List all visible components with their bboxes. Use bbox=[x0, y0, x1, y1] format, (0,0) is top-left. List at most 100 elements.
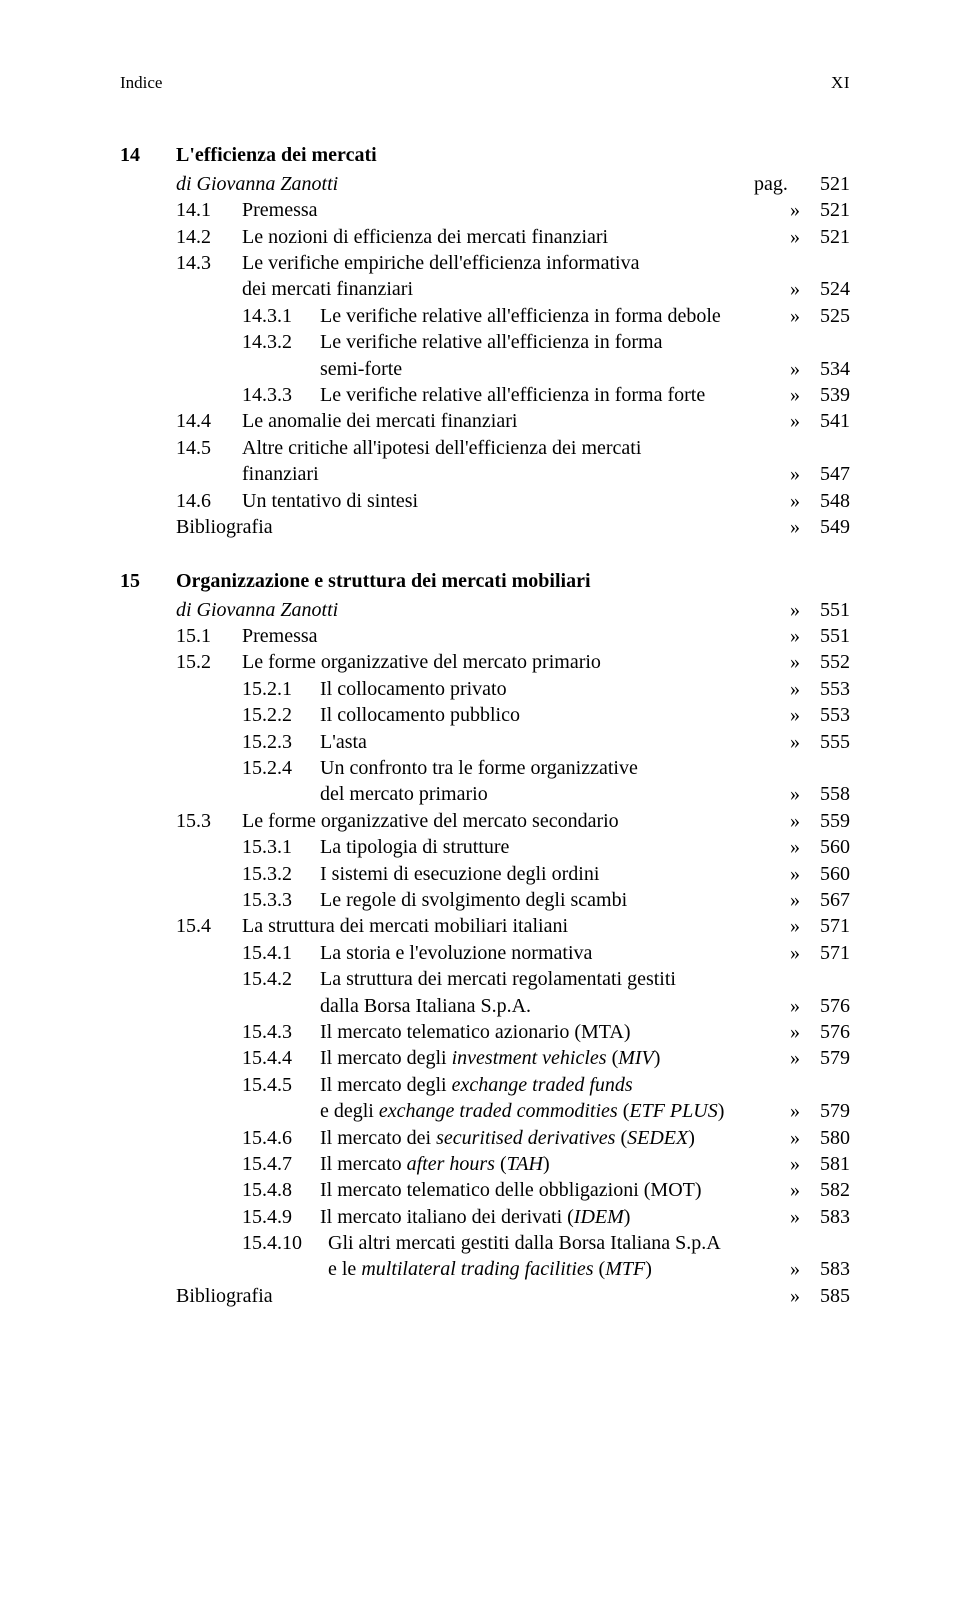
section-number: 14.3 bbox=[176, 250, 242, 276]
subsection-number: 15.2.3 bbox=[242, 729, 320, 755]
page-number: 547 bbox=[800, 461, 850, 487]
chapter-author: di Giovanna Zanotti bbox=[176, 597, 790, 623]
page-number: 558 bbox=[800, 781, 850, 807]
page-mark: » bbox=[778, 514, 800, 540]
text-span: ) bbox=[718, 1100, 725, 1122]
page-number: 579 bbox=[800, 1098, 850, 1124]
pag-label: pag. bbox=[754, 171, 800, 197]
toc-row-cont: semi-forte » 534 bbox=[120, 356, 850, 382]
page-mark: » bbox=[778, 649, 800, 675]
subsection-text: Il mercato telematico azionario (MTA) bbox=[320, 1019, 778, 1045]
page-mark: » bbox=[778, 303, 800, 329]
page-mark: » bbox=[778, 224, 800, 250]
toc-row-cont: dei mercati finanziari » 524 bbox=[120, 276, 850, 302]
page: Indice XI 14 L'efficienza dei mercati di… bbox=[0, 0, 960, 1417]
page-number: 553 bbox=[800, 676, 850, 702]
page-mark: » bbox=[778, 1019, 800, 1045]
page-mark: » bbox=[778, 488, 800, 514]
page-number: 576 bbox=[800, 993, 850, 1019]
text-span: ( bbox=[618, 1100, 630, 1122]
text-span: Il mercato dei bbox=[320, 1127, 436, 1149]
subsection-text: Il mercato after hours (TAH) bbox=[320, 1151, 778, 1177]
page-number: 571 bbox=[800, 913, 850, 939]
section-text: Le forme organizzative del mercato prima… bbox=[242, 649, 778, 675]
text-span: ) bbox=[654, 1047, 661, 1069]
toc-row: 15.2.2 Il collocamento pubblico » 553 bbox=[120, 702, 850, 728]
section-text: dei mercati finanziari bbox=[242, 276, 778, 302]
toc-row: 15.4.5 Il mercato degli exchange traded … bbox=[120, 1072, 850, 1098]
section-number: 15.4 bbox=[176, 913, 242, 939]
toc-row: 15.4.8 Il mercato telematico delle obbli… bbox=[120, 1177, 850, 1203]
subsection-text: semi-forte bbox=[320, 356, 778, 382]
subsection-text: Il collocamento pubblico bbox=[320, 702, 778, 728]
subsection-text: Il collocamento privato bbox=[320, 676, 778, 702]
section-number: 15.1 bbox=[176, 623, 242, 649]
section-number: 14.4 bbox=[176, 408, 242, 434]
page-mark: » bbox=[778, 1125, 800, 1151]
text-span: ) bbox=[624, 1206, 631, 1228]
section-text: Un tentativo di sintesi bbox=[242, 488, 778, 514]
toc-row: 15.4.6 Il mercato dei securitised deriva… bbox=[120, 1125, 850, 1151]
section-text: Le forme organizzative del mercato secon… bbox=[242, 808, 778, 834]
toc-row: 14.6 Un tentativo di sintesi » 548 bbox=[120, 488, 850, 514]
italic-span: multilateral trading facilities bbox=[361, 1258, 593, 1280]
subsection-number: 14.3.1 bbox=[242, 303, 320, 329]
subsection-text: e le multilateral trading facilities (MT… bbox=[328, 1256, 778, 1282]
section-text: Le verifiche empiriche dell'efficienza i… bbox=[242, 250, 778, 276]
italic-span: exchange traded funds bbox=[452, 1074, 633, 1096]
subsection-text: Il mercato degli exchange traded funds bbox=[320, 1072, 778, 1098]
subsection-number: 14.3.2 bbox=[242, 329, 320, 355]
toc-row: 15.4.3 Il mercato telematico azionario (… bbox=[120, 1019, 850, 1045]
toc-row-cont: del mercato primario » 558 bbox=[120, 781, 850, 807]
toc-row: 15.4.10 Gli altri mercati gestiti dalla … bbox=[120, 1230, 850, 1256]
toc-row: 15.3.3 Le regole di svolgimento degli sc… bbox=[120, 887, 850, 913]
page-mark: » bbox=[778, 913, 800, 939]
subsection-text: Gli altri mercati gestiti dalla Borsa It… bbox=[328, 1230, 778, 1256]
italic-span: MTF bbox=[605, 1258, 645, 1280]
subsection-text: del mercato primario bbox=[320, 781, 778, 807]
section-text: Premessa bbox=[242, 623, 778, 649]
subsection-text: Le verifiche relative all'efficienza in … bbox=[320, 382, 778, 408]
toc-row: 14.5 Altre critiche all'ipotesi dell'eff… bbox=[120, 435, 850, 461]
subsection-number: 15.4.2 bbox=[242, 966, 320, 992]
page-number: 576 bbox=[800, 1019, 850, 1045]
page-mark: » bbox=[778, 461, 800, 487]
subsection-text: Le verifiche relative all'efficienza in … bbox=[320, 303, 778, 329]
chapter-14: 14 L'efficienza dei mercati di Giovanna … bbox=[120, 142, 850, 540]
italic-span: securitised derivatives bbox=[436, 1127, 615, 1149]
toc-row: 14.3.3 Le verifiche relative all'efficie… bbox=[120, 382, 850, 408]
chapter-15: 15 Organizzazione e struttura dei mercat… bbox=[120, 568, 850, 1309]
section-text: finanziari bbox=[242, 461, 778, 487]
page-number: 560 bbox=[800, 861, 850, 887]
toc-row: 15.3.1 La tipologia di strutture » 560 bbox=[120, 834, 850, 860]
subsection-text: Le verifiche relative all'efficienza in … bbox=[320, 329, 778, 355]
page-number: 559 bbox=[800, 808, 850, 834]
page-mark: » bbox=[778, 1098, 800, 1124]
page-number: 582 bbox=[800, 1177, 850, 1203]
toc-row: 14.2 Le nozioni di efficienza dei mercat… bbox=[120, 224, 850, 250]
author-line: di Giovanna Zanotti pag. 521 bbox=[120, 171, 850, 197]
toc-row: 15.3 Le forme organizzative del mercato … bbox=[120, 808, 850, 834]
italic-span: SEDEX bbox=[627, 1127, 688, 1149]
subsection-number: 15.3.2 bbox=[242, 861, 320, 887]
page-number: 580 bbox=[800, 1125, 850, 1151]
page-mark: » bbox=[778, 356, 800, 382]
subsection-number: 15.4.5 bbox=[242, 1072, 320, 1098]
italic-span: MIV bbox=[618, 1047, 654, 1069]
subsection-number: 15.2.1 bbox=[242, 676, 320, 702]
subsection-text: Un confronto tra le forme organizzative bbox=[320, 755, 778, 781]
running-head-right: XI bbox=[831, 72, 850, 94]
toc-row: 15.4.9 Il mercato italiano dei derivati … bbox=[120, 1204, 850, 1230]
section-number: 15.2 bbox=[176, 649, 242, 675]
bibliography-row: Bibliografia » 549 bbox=[120, 514, 850, 540]
chapter-title: L'efficienza dei mercati bbox=[176, 142, 850, 168]
page-number: 571 bbox=[800, 940, 850, 966]
page-mark: » bbox=[778, 808, 800, 834]
toc-row: 15.3.2 I sistemi di esecuzione degli ord… bbox=[120, 861, 850, 887]
page-mark: » bbox=[778, 834, 800, 860]
subsection-number: 15.2.4 bbox=[242, 755, 320, 781]
italic-span: exchange traded commodities bbox=[379, 1100, 618, 1122]
subsection-number: 15.4.3 bbox=[242, 1019, 320, 1045]
page-number: 534 bbox=[800, 356, 850, 382]
page-mark: » bbox=[778, 702, 800, 728]
